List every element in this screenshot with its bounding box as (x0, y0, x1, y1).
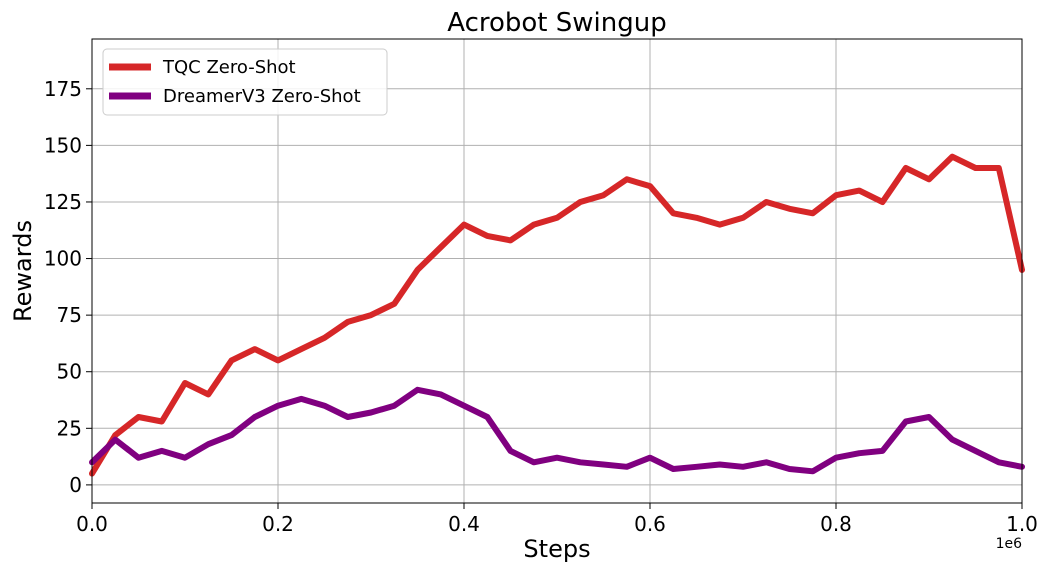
axes: 0.0 0.2 0.4 0.6 0.8 1.0 0 25 50 75 100 125 150 175 (44, 77, 1038, 536)
y-tick-label: 100 (44, 247, 82, 271)
x-tick-label: 0.6 (634, 512, 666, 536)
x-tick-label: 1.0 (1006, 512, 1038, 536)
y-tick-label: 175 (44, 77, 82, 101)
legend-label: TQC Zero-Shot (162, 57, 296, 78)
y-tick-label: 25 (57, 416, 82, 440)
y-tick-label: 0 (69, 473, 82, 497)
y-tick-label: 150 (44, 133, 82, 157)
x-tick-label: 0.2 (262, 512, 294, 536)
series-line-1 (89, 386, 1025, 475)
x-tick-label: 0.4 (448, 512, 480, 536)
y-tick-label: 50 (57, 360, 82, 384)
y-axis-label: Rewards (9, 220, 37, 322)
legend-label: DreamerV3 Zero-Shot (163, 86, 361, 107)
y-tick-label: 125 (44, 190, 82, 214)
series-layer (89, 153, 1025, 477)
x-axis-multiplier: 1e6 (996, 536, 1023, 552)
x-axis-label: Steps (523, 535, 590, 563)
x-tick-label: 0.0 (76, 512, 108, 536)
legend: TQC Zero-Shot DreamerV3 Zero-Shot (102, 48, 388, 116)
chart-title: Acrobot Swingup (447, 8, 666, 38)
y-tick-label: 75 (57, 303, 82, 327)
x-tick-label: 0.8 (820, 512, 852, 536)
legend-box (102, 48, 388, 116)
plot-area-frame (91, 38, 1023, 504)
